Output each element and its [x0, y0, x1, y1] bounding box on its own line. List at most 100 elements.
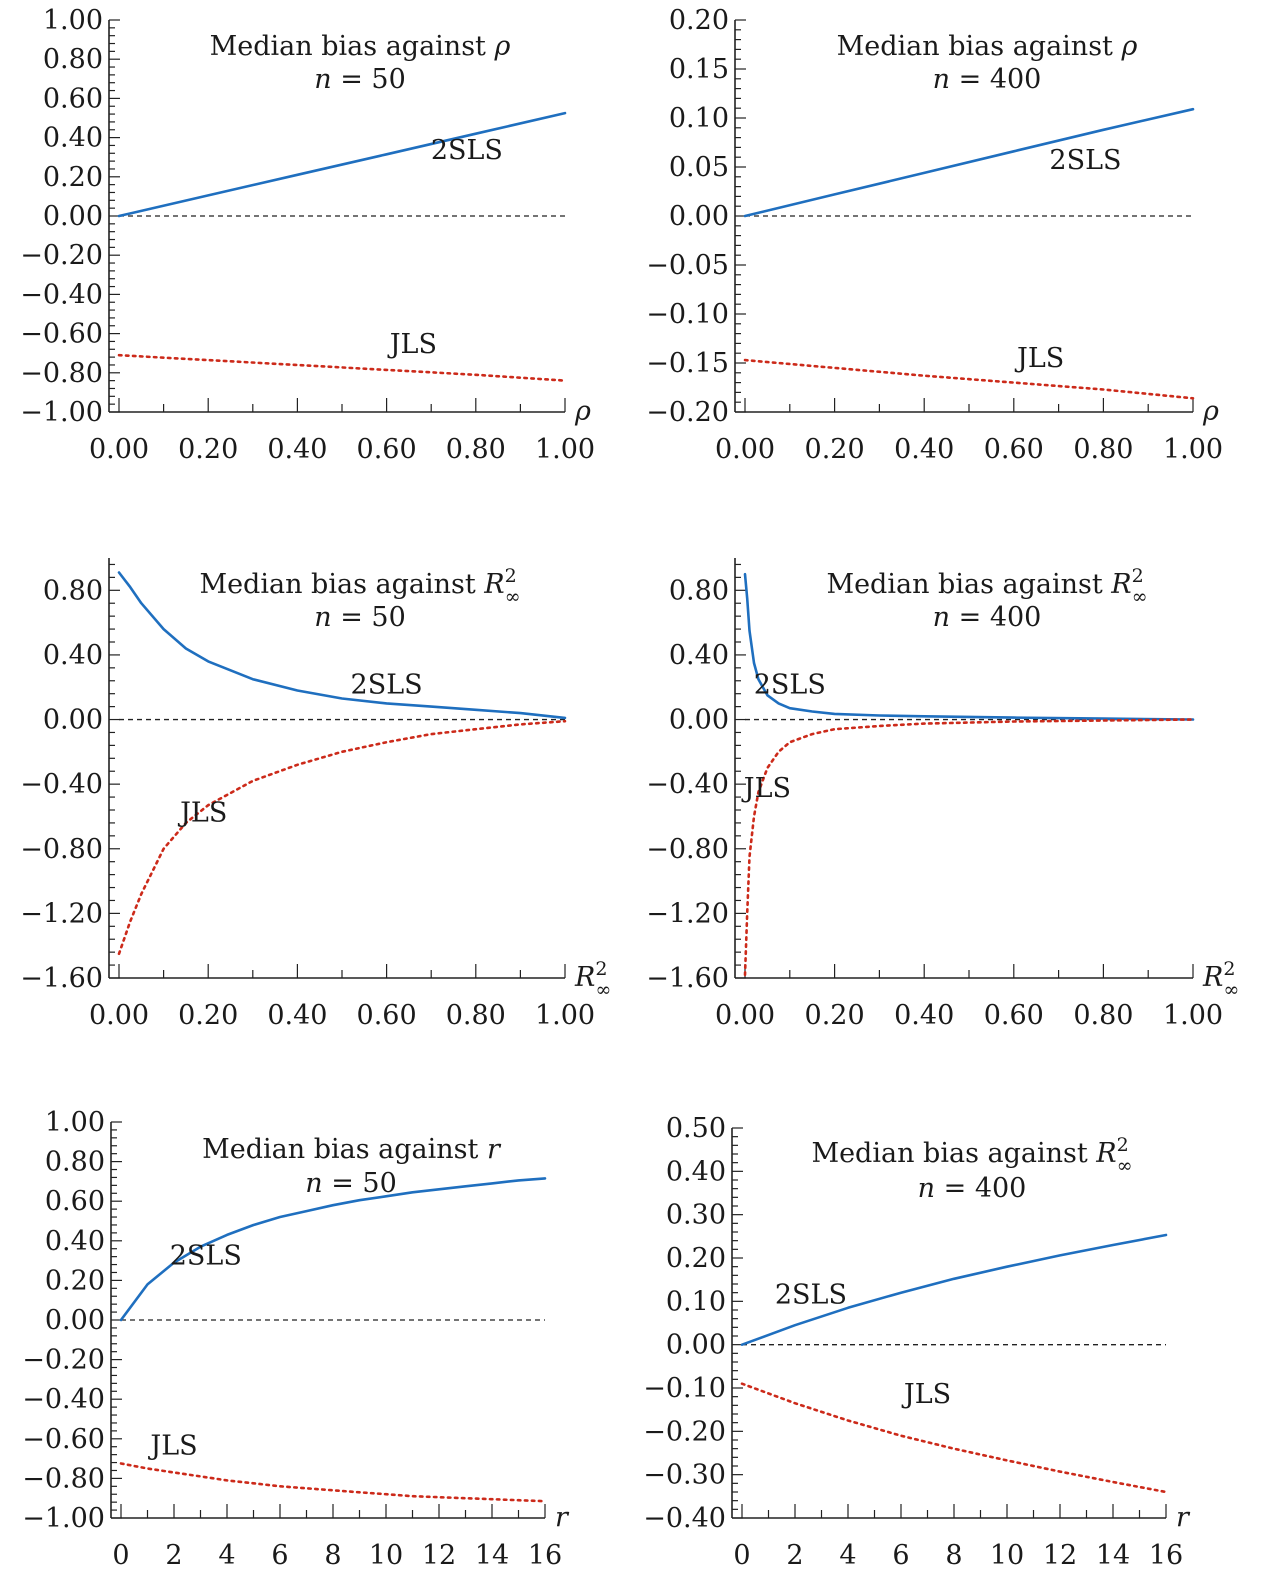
x-tick-label: 0.40	[267, 434, 327, 465]
y-tick-label: −1.60	[646, 963, 729, 994]
series-label: 2SLS	[775, 1280, 847, 1311]
x-tick-label: 4	[839, 1540, 856, 1571]
y-tick-label: −0.20	[20, 240, 103, 271]
chart-title: Median bias against R2 ∞	[826, 565, 1147, 608]
y-tick-label: −0.40	[22, 1384, 105, 1415]
y-tick-label: 0.05	[669, 152, 729, 183]
x-tick-label: 1.00	[535, 434, 595, 465]
y-tick-label: −0.20	[646, 397, 729, 428]
chart-panel-6: 0.50 0.40 0.30 0.20 0.10 0.00 −0.10 −0.20 −0.30 −…	[643, 1113, 1191, 1571]
series-label: JLS	[387, 329, 437, 360]
series-line-2sls	[743, 107, 1195, 218]
y-tick-label: 1.00	[45, 1107, 105, 1138]
x-tick-label: 2	[165, 1540, 182, 1571]
y-tick-label: −0.80	[646, 834, 729, 865]
x-axis-label: ρ	[1202, 396, 1219, 427]
y-tick-label: 0.40	[43, 123, 103, 154]
x-tick-label: 14	[1096, 1540, 1130, 1571]
chart-title: Median bias against ρ	[837, 31, 1138, 62]
y-tick-label: 0.00	[45, 1305, 105, 1336]
x-axis-label: r	[1176, 1502, 1191, 1533]
y-tick-label: 1.00	[43, 5, 103, 36]
x-tick-label: 10	[990, 1540, 1024, 1571]
x-tick-label: 6	[892, 1540, 909, 1571]
chart-panel-5: 1.00 0.80 0.60 0.40 0.20 0.00 −0.20 −0.40 −0.60 −…	[22, 1107, 570, 1571]
series-label: 2SLS	[754, 670, 826, 701]
chart-panel-4: 0.80 0.40 0.00 −0.40 −0.80 −1.20 −1.60 0.00 0.20…	[646, 558, 1239, 1031]
x-axis-label: R2 ∞	[574, 958, 611, 1001]
y-tick-label: −1.00	[22, 1503, 105, 1534]
y-tick-label: 0.80	[43, 44, 103, 75]
series-label: 2SLS	[431, 135, 503, 166]
x-axis-label: r	[555, 1502, 570, 1533]
x-tick-label: 0.80	[446, 1000, 506, 1031]
x-axis-label: ρ	[574, 396, 591, 427]
x-tick-label: 10	[369, 1540, 403, 1571]
chart-title: Median bias against ρ	[210, 31, 511, 62]
y-tick-label: 0.15	[669, 54, 729, 85]
y-tick-label: −0.40	[646, 769, 729, 800]
y-tick-label: 0.60	[43, 83, 103, 114]
chart-subtitle: n = 50	[314, 64, 406, 95]
x-tick-label: 0.60	[357, 1000, 417, 1031]
x-tick-label: 0.20	[178, 1000, 238, 1031]
y-tick-label: 0.00	[666, 1330, 726, 1361]
x-tick-label: 1.00	[1163, 1000, 1223, 1031]
series-label: 2SLS	[1049, 145, 1121, 176]
y-tick-label: −0.15	[646, 348, 729, 379]
y-tick-label: 0.00	[669, 201, 729, 232]
chart-subtitle: n = 50	[314, 602, 406, 633]
x-tick-label: 0.40	[267, 1000, 327, 1031]
series-line-jls	[743, 718, 1195, 977]
x-tick-label: 6	[271, 1540, 288, 1571]
chart-title: Median bias against R2 ∞	[811, 1134, 1132, 1177]
x-tick-label: 2	[786, 1540, 803, 1571]
y-tick-label: 0.10	[666, 1286, 726, 1317]
x-tick-label: 1.00	[535, 1000, 595, 1031]
y-tick-label: −0.40	[643, 1503, 726, 1534]
series-label: JLS	[177, 797, 227, 828]
series-label: JLS	[901, 1379, 951, 1410]
y-tick-label: −0.05	[646, 250, 729, 281]
y-tick-label: −0.20	[643, 1416, 726, 1447]
x-tick-label: 0	[733, 1540, 750, 1571]
y-tick-label: 0.00	[43, 201, 103, 232]
y-tick-label: 0.20	[43, 162, 103, 193]
x-tick-label: 0.40	[894, 1000, 954, 1031]
series-label: JLS	[147, 1431, 197, 1462]
series-label: 2SLS	[170, 1241, 242, 1272]
chart-panel-1: 1.00 0.80 0.60 0.40 0.20 0.00 −0.20 −0.40 −0.60 −…	[20, 5, 595, 465]
y-tick-label: −0.10	[646, 299, 729, 330]
y-tick-label: −0.80	[22, 1463, 105, 1494]
y-tick-label: −1.00	[20, 397, 103, 428]
y-tick-label: −1.20	[646, 898, 729, 929]
x-tick-label: 1.00	[1163, 434, 1223, 465]
chart-panel-2: 0.20 0.15 0.10 0.05 0.00 −0.05 −0.10 −0.15 −0.20…	[646, 5, 1223, 465]
x-tick-label: 0.20	[178, 434, 238, 465]
x-tick-label: 12	[422, 1540, 456, 1571]
series-line-2sls	[119, 1177, 547, 1322]
series-line-2sls	[740, 1233, 1168, 1346]
series-line-jls	[117, 353, 567, 382]
x-tick-label: 0.60	[984, 1000, 1044, 1031]
x-tick-label: 0.60	[984, 434, 1044, 465]
y-tick-label: −1.20	[20, 898, 103, 929]
x-tick-label: 0.00	[89, 434, 149, 465]
x-tick-label: 8	[945, 1540, 962, 1571]
x-tick-label: 0.00	[715, 1000, 775, 1031]
y-tick-label: 0.00	[43, 705, 103, 736]
series-line-jls	[119, 1462, 547, 1503]
y-tick-label: 0.40	[669, 640, 729, 671]
x-tick-label: 16	[528, 1540, 562, 1571]
x-axis-label: R2 ∞	[1202, 958, 1239, 1001]
chart-title: Median bias against r	[202, 1134, 502, 1165]
y-tick-label: 0.80	[669, 575, 729, 606]
series-line-2sls	[743, 572, 1195, 721]
y-tick-label: 0.80	[43, 575, 103, 606]
x-tick-label: 0.80	[1073, 1000, 1133, 1031]
chart-subtitle: n = 50	[305, 1168, 397, 1199]
y-tick-label: 0.40	[43, 640, 103, 671]
series-line-jls	[117, 719, 567, 956]
y-tick-label: −0.10	[643, 1373, 726, 1404]
